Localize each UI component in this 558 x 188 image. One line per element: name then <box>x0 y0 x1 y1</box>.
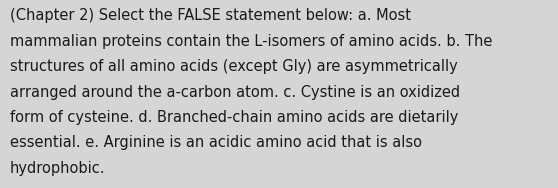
Text: arranged around the a-carbon atom. c. Cystine is an oxidized: arranged around the a-carbon atom. c. Cy… <box>10 85 460 100</box>
Text: structures of all amino acids (except Gly) are asymmetrically: structures of all amino acids (except Gl… <box>10 59 458 74</box>
Text: hydrophobic.: hydrophobic. <box>10 161 105 176</box>
Text: mammalian proteins contain the L-isomers of amino acids. b. The: mammalian proteins contain the L-isomers… <box>10 34 492 49</box>
Text: essential. e. Arginine is an acidic amino acid that is also: essential. e. Arginine is an acidic amin… <box>10 135 422 150</box>
Text: form of cysteine. d. Branched-chain amino acids are dietarily: form of cysteine. d. Branched-chain amin… <box>10 110 459 125</box>
Text: (Chapter 2) Select the FALSE statement below: a. Most: (Chapter 2) Select the FALSE statement b… <box>10 8 411 24</box>
